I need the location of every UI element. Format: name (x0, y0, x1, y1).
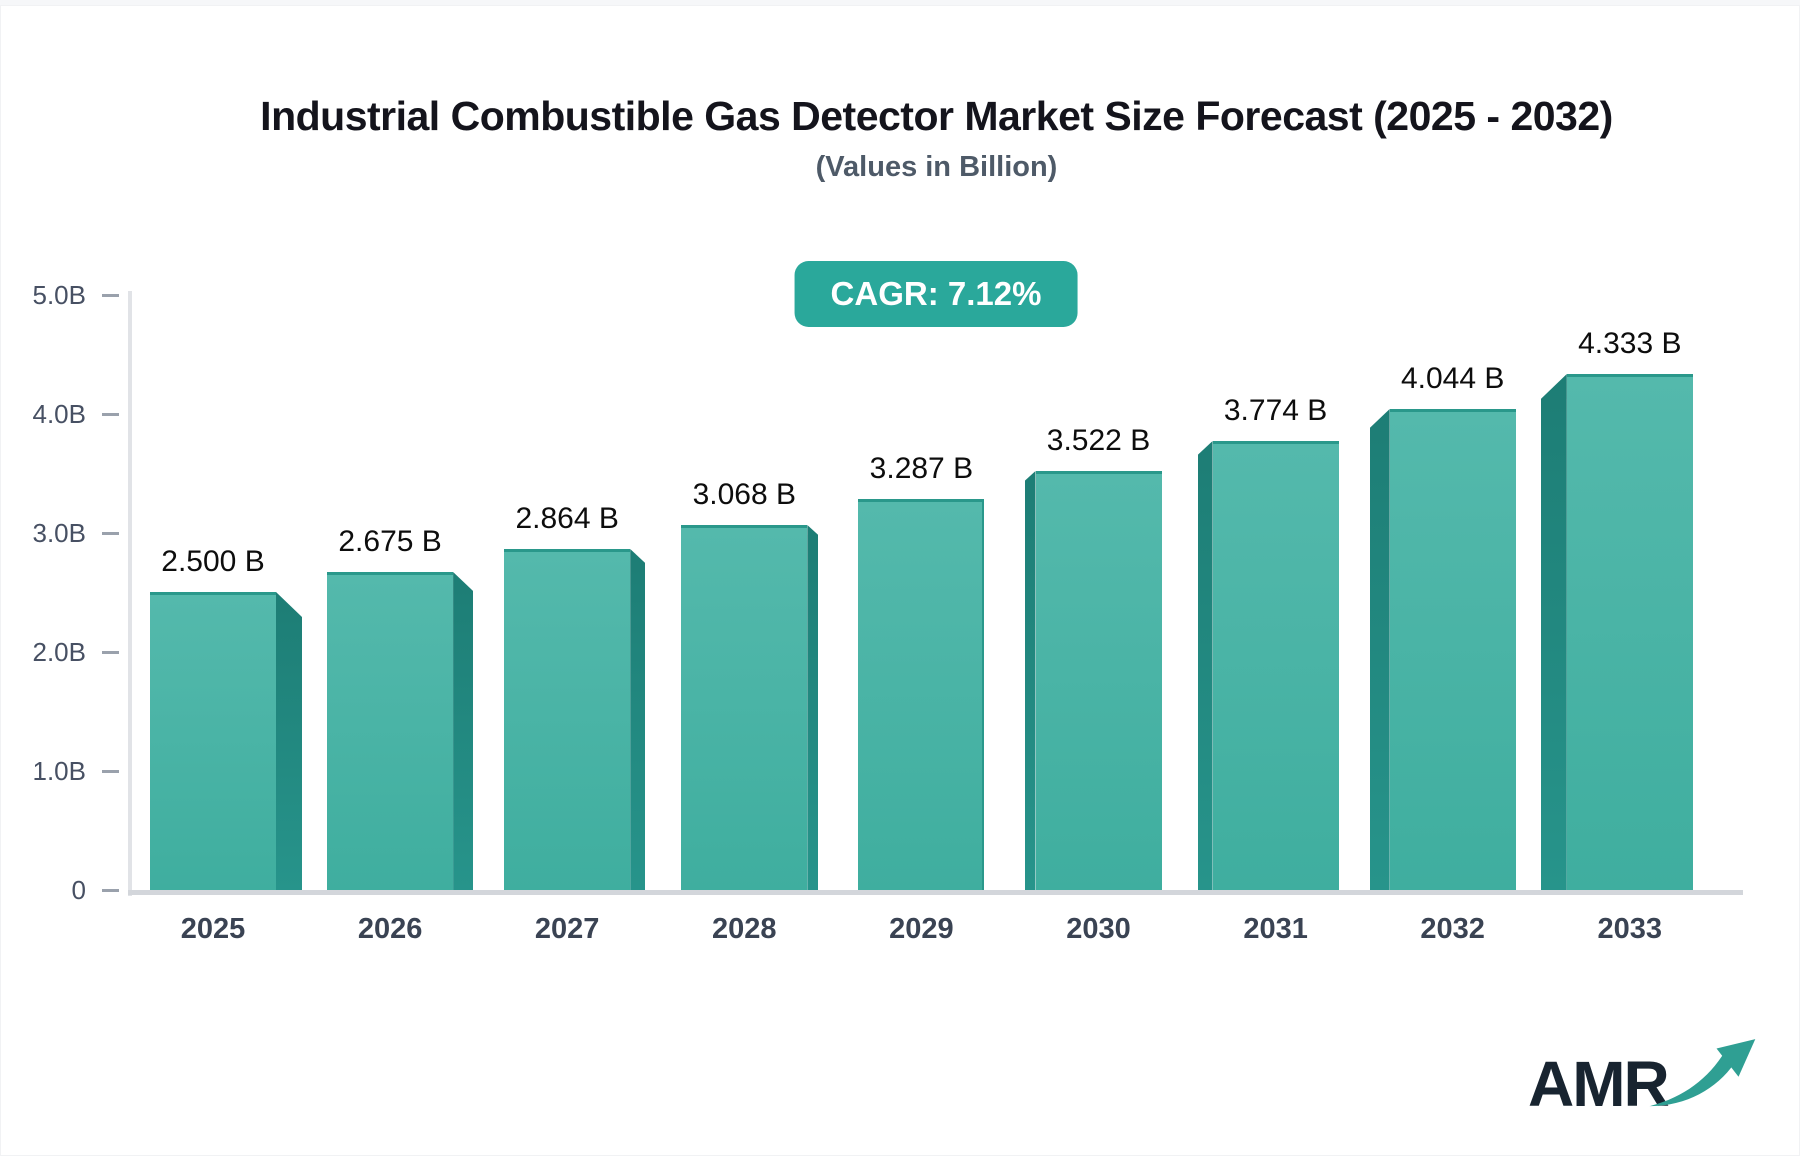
plot-area: 0 1.0B 2.0B 3.0B 4.0B 5.0B 2.500 B 2025 2.675 B 2… (0, 5, 1800, 1156)
x-axis-label-2030: 2030 (1066, 913, 1131, 945)
bar-side-face-2025 (276, 592, 302, 890)
bar-side-face-2033 (1540, 374, 1567, 890)
x-axis-label-2026: 2026 (357, 913, 423, 945)
chart-subtitle: (Values in Billion) (815, 151, 1058, 183)
amr-logo-text: AMR (1528, 1048, 1670, 1120)
bar-2032 (1389, 409, 1516, 890)
bar-value-label-2029: 3.287 B (869, 452, 974, 485)
cagr-badge: CAGR: 7.12% (794, 261, 1078, 327)
bar-value-label-2027: 2.864 B (515, 502, 619, 535)
y-tick-label: 5.0B (32, 280, 87, 310)
bar-side-face-2027 (630, 549, 646, 890)
bar-2027 (504, 549, 631, 890)
x-axis-label-2028: 2028 (712, 913, 777, 945)
y-tick-label: 1.0B (32, 756, 87, 786)
y-tick-mark (102, 532, 119, 535)
y-tick-label: 0 (71, 875, 86, 905)
bar-2028 (681, 525, 808, 890)
x-axis-label-2029: 2029 (889, 913, 954, 945)
bar-2026 (327, 572, 454, 890)
x-axis-label-2027: 2027 (534, 913, 600, 945)
x-axis-label-2031: 2031 (1243, 913, 1308, 945)
bar-side-face-2026 (453, 572, 474, 890)
bar-value-label-2031: 3.774 B (1223, 394, 1328, 427)
bar-side-face-2031 (1197, 441, 1213, 890)
chart-title: Industrial Combustible Gas Detector Mark… (260, 93, 1613, 139)
y-axis-line (128, 291, 132, 896)
bar-2030 (1035, 471, 1162, 890)
bar-2029 (858, 499, 985, 890)
bar-value-label-2026: 2.675 B (338, 525, 442, 558)
bar-side-face-2028 (807, 525, 819, 890)
bar-value-label-2028: 3.068 B (692, 478, 796, 511)
x-axis-label-2025: 2025 (180, 913, 246, 945)
bar-value-label-2033: 4.333 B (1578, 327, 1682, 360)
y-tick-mark (102, 294, 119, 297)
bar-2031 (1212, 441, 1339, 890)
growth-arrow-icon (1649, 1039, 1756, 1107)
y-tick-mark (102, 889, 119, 892)
bar-value-label-2030: 3.522 B (1046, 424, 1151, 457)
bar-value-label-2025: 2.500 B (161, 545, 265, 578)
bar-side-face-2032 (1369, 409, 1390, 890)
bar-2033 (1566, 374, 1693, 890)
y-tick-mark (102, 770, 119, 773)
y-tick-label: 3.0B (32, 518, 87, 548)
amr-logo: AMR (1528, 1037, 1788, 1137)
x-axis-label-2033: 2033 (1597, 913, 1663, 945)
y-tick-mark (102, 651, 119, 654)
x-axis-label-2032: 2032 (1420, 913, 1485, 945)
y-tick-mark (102, 413, 119, 416)
x-axis-line (128, 890, 1743, 895)
bar-2025 (150, 592, 276, 890)
y-tick-label: 2.0B (32, 637, 87, 667)
bar-value-label-2032: 4.044 B (1400, 362, 1505, 395)
y-tick-label: 4.0B (32, 399, 87, 429)
bar-side-face-2030 (1024, 471, 1036, 890)
